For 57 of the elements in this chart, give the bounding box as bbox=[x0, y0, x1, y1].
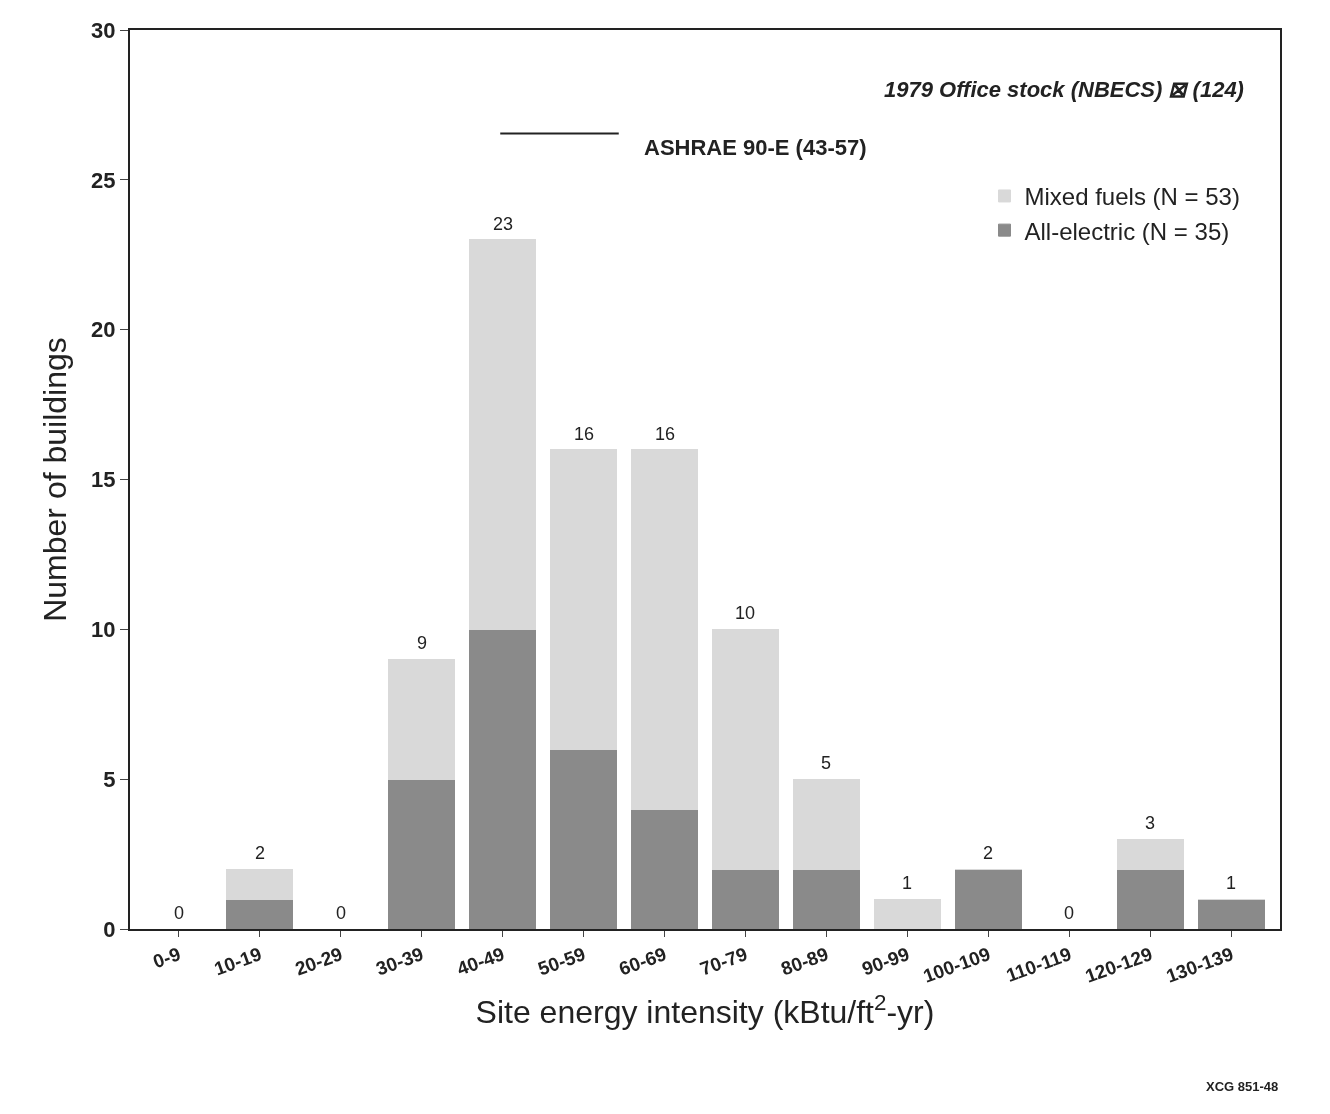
x-tick-label: 50-59 bbox=[535, 943, 589, 980]
y-tick-label: 25 bbox=[91, 167, 116, 193]
bar bbox=[549, 449, 618, 750]
x-tick-label: 30-39 bbox=[373, 943, 427, 980]
x-tick-label: 40-49 bbox=[454, 943, 508, 980]
bar bbox=[1116, 868, 1185, 929]
total-label: 1 bbox=[902, 873, 913, 893]
bar bbox=[792, 778, 861, 870]
bar bbox=[468, 628, 537, 929]
bar bbox=[387, 778, 456, 929]
total-label: 23 bbox=[493, 214, 514, 234]
y-tick-label: 0 bbox=[103, 916, 116, 942]
bar bbox=[1197, 898, 1266, 929]
bar bbox=[792, 868, 861, 929]
x-tick-label: 70-79 bbox=[697, 943, 751, 980]
bar bbox=[630, 808, 699, 929]
bar bbox=[387, 658, 456, 780]
y-tick-label: 5 bbox=[103, 766, 116, 792]
x-tick-label: 0-9 bbox=[150, 943, 184, 973]
y-tick-label: 15 bbox=[91, 467, 116, 493]
bar bbox=[873, 898, 942, 929]
y-axis-title: Number of buildings bbox=[36, 337, 73, 622]
y-tick-label: 30 bbox=[91, 17, 116, 43]
legend-label: All-electric (N = 35) bbox=[1024, 217, 1230, 245]
x-tick-label: 80-89 bbox=[778, 943, 832, 980]
legend-label: Mixed fuels (N = 53) bbox=[1024, 183, 1240, 211]
bar bbox=[711, 628, 780, 870]
bar bbox=[549, 748, 618, 929]
text: XCG 851-48 bbox=[1206, 1079, 1279, 1094]
total-label: 2 bbox=[983, 843, 994, 863]
total-label: 0 bbox=[174, 903, 185, 923]
bar bbox=[1116, 838, 1185, 870]
x-axis-title: Site energy intensity (kBtu/ft$^{2}$-yr) bbox=[475, 989, 935, 1031]
bar bbox=[630, 449, 699, 810]
total-label: 3 bbox=[1145, 813, 1156, 833]
total-label: 2 bbox=[255, 843, 266, 863]
total-label: 5 bbox=[821, 753, 832, 773]
x-tick-label: 60-69 bbox=[616, 943, 670, 980]
total-label: 1 bbox=[1226, 873, 1237, 893]
total-label: 16 bbox=[574, 424, 595, 444]
x-tick-label: 10-19 bbox=[211, 943, 265, 980]
annotation: ASHRAE 90-E (43-57) bbox=[644, 135, 867, 160]
annotation: 1979 Office stock (NBECS) ⊠ (124) bbox=[884, 77, 1244, 102]
y-tick-label: 10 bbox=[91, 617, 116, 643]
total-label: 0 bbox=[1064, 903, 1075, 923]
x-tick-label: 90-99 bbox=[859, 943, 913, 980]
total-label: 10 bbox=[735, 603, 756, 623]
bar bbox=[225, 868, 294, 900]
bar bbox=[225, 898, 294, 929]
total-label: 0 bbox=[336, 903, 347, 923]
bar bbox=[468, 239, 537, 630]
y-tick-label: 20 bbox=[91, 317, 116, 343]
x-tick-label: 20-29 bbox=[292, 943, 346, 980]
total-label: 9 bbox=[417, 633, 428, 653]
bar bbox=[954, 868, 1023, 929]
bar bbox=[711, 868, 780, 929]
total-label: 16 bbox=[655, 424, 676, 444]
